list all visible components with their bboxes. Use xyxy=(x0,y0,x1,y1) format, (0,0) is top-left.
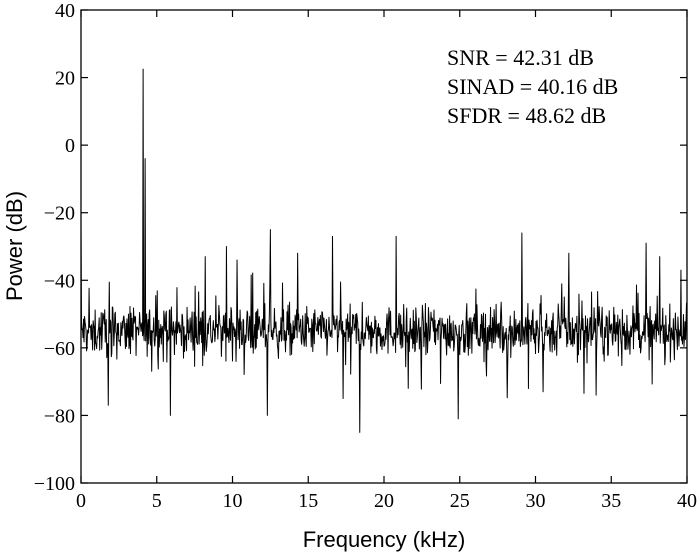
x-tick-label: 35 xyxy=(601,490,621,512)
y-tick-label: 20 xyxy=(55,68,75,90)
x-tick-label: 25 xyxy=(450,490,470,512)
y-tick-label: 0 xyxy=(65,135,75,157)
x-tick-label: 30 xyxy=(526,490,546,512)
x-axis-label: Frequency (kHz) xyxy=(303,527,466,552)
x-tick-label: 0 xyxy=(76,490,86,512)
y-tick-label: −60 xyxy=(44,338,75,360)
spectrum-trace xyxy=(80,68,688,433)
axis-ticks xyxy=(80,9,688,484)
x-tick-label: 20 xyxy=(374,490,394,512)
y-tick-label: −20 xyxy=(44,203,75,225)
y-tick-labels: 40 20 0 −20 −40 −60 −80 −100 xyxy=(34,0,75,495)
metrics-annotation: SNR = 42.31 dB SINAD = 40.16 dB SFDR = 4… xyxy=(447,45,618,128)
y-tick-label: −80 xyxy=(44,405,75,427)
x-tick-label: 5 xyxy=(152,490,162,512)
x-tick-label: 40 xyxy=(677,490,697,512)
sinad-annotation: SINAD = 40.16 dB xyxy=(447,74,618,99)
x-tick-label: 10 xyxy=(223,490,243,512)
sfdr-annotation: SFDR = 48.62 dB xyxy=(447,103,606,128)
spectrum-line xyxy=(80,68,688,433)
y-tick-label: −100 xyxy=(34,473,75,495)
y-axis-label: Power (dB) xyxy=(2,191,27,301)
y-tick-label: −40 xyxy=(44,270,75,292)
x-tick-label: 15 xyxy=(298,490,318,512)
y-tick-label: 40 xyxy=(55,0,75,22)
x-tick-labels: 0 5 10 15 20 25 30 35 40 xyxy=(76,490,697,512)
snr-annotation: SNR = 42.31 dB xyxy=(447,45,594,70)
